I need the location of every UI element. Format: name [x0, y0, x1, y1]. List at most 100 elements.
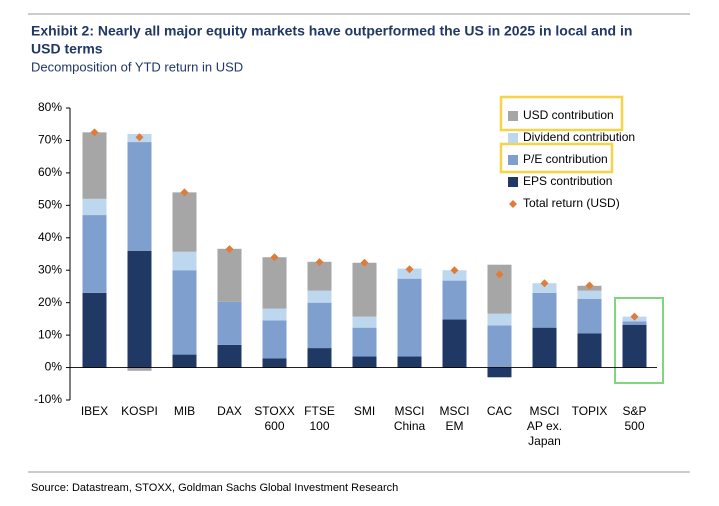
bar-segment: [397, 356, 422, 368]
bar-segment: [127, 367, 152, 371]
source-note: Source: Datastream, STOXX, Goldman Sachs…: [31, 482, 398, 494]
x-tick-label-line: KOSPI: [121, 404, 158, 418]
bar-segment: [82, 215, 107, 293]
bar-segment: [217, 301, 242, 345]
bar-segment: [487, 367, 512, 378]
total-marker: [225, 245, 234, 254]
bar-segment: [307, 261, 332, 291]
bar-segment: [172, 270, 197, 355]
legend-label: EPS contribution: [523, 174, 612, 188]
bar-segment: [442, 319, 467, 368]
bar-segment: [127, 250, 152, 368]
bar-segment: [307, 290, 332, 303]
x-tick-label-line: Japan: [528, 434, 561, 448]
bar-segment: [172, 192, 197, 252]
legend-label: P/E contribution: [523, 152, 608, 166]
y-tick-label: 60%: [38, 165, 62, 179]
x-tick-label-line: MSCI: [395, 404, 425, 418]
x-tick-label-line: SMI: [354, 404, 375, 418]
bar-segment: [532, 292, 557, 328]
legend-label: Dividend contribution: [523, 130, 635, 144]
x-tick-label-line: CAC: [487, 404, 513, 418]
bar-segment: [352, 262, 377, 317]
bar-segment: [352, 316, 377, 328]
bar-segment: [262, 320, 287, 359]
x-tick-label-line: MIB: [174, 404, 195, 418]
x-tick-label: MIB: [174, 404, 195, 418]
x-tick-label-line: TOPIX: [572, 404, 608, 418]
x-tick-label-line: China: [394, 419, 426, 433]
bar-segment: [172, 251, 197, 271]
x-tick-label: CAC: [487, 404, 513, 418]
highlight-box: [614, 297, 664, 384]
total-marker: [90, 128, 99, 137]
bar-segment: [397, 278, 422, 357]
total-marker: [360, 258, 369, 267]
legend-swatch: [509, 200, 517, 208]
bar-segment: [262, 308, 287, 321]
x-tick-label-line: STOXX: [254, 404, 294, 418]
x-tick-label: MSCI AP ex. Japan: [527, 404, 562, 448]
bar-segment: [577, 290, 602, 299]
bar-segment: [307, 348, 332, 368]
bar-segment: [622, 324, 647, 368]
x-tick-label-line: FTSE: [304, 404, 335, 418]
bar-segment: [487, 313, 512, 326]
x-tick-label-line: DAX: [217, 404, 242, 418]
highlight-box: [499, 142, 614, 174]
x-tick-label: KOSPI: [121, 404, 158, 418]
legend-swatch: [508, 177, 518, 187]
legend-label: USD contribution: [523, 108, 614, 122]
bar-segment: [217, 344, 242, 368]
x-tick-label-line: EM: [446, 419, 464, 433]
bar-segment: [577, 333, 602, 368]
y-tick-label: 50%: [38, 198, 62, 212]
chart-title: USD terms: [31, 41, 103, 57]
total-marker: [585, 281, 594, 290]
x-tick-label-line: S&P: [622, 404, 646, 418]
bar-segment: [532, 283, 557, 293]
x-tick-label-line: 500: [624, 419, 644, 433]
bar-segment: [172, 354, 197, 368]
bar-segment: [397, 268, 422, 279]
bar-segment: [262, 358, 287, 368]
total-marker: [495, 270, 504, 279]
bar-segment: [577, 298, 602, 334]
total-marker: [180, 188, 189, 197]
y-tick-label: 0%: [45, 360, 63, 374]
bar-segment: [622, 321, 647, 325]
bar-segment: [307, 302, 332, 349]
bar-segment: [442, 270, 467, 281]
x-tick-label: MSCI China: [394, 404, 426, 433]
x-tick-label-line: 600: [264, 419, 284, 433]
total-marker: [630, 312, 639, 321]
bar-segment: [262, 257, 287, 309]
bar-segment: [82, 132, 107, 199]
x-tick-label: IBEX: [81, 404, 108, 418]
x-tick-label-line: 100: [309, 419, 329, 433]
chart-title: Exhibit 2: Nearly all major equity marke…: [31, 23, 632, 39]
legend-swatch: [508, 111, 518, 121]
x-tick-label: DAX: [217, 404, 242, 418]
y-tick-label: 40%: [38, 230, 62, 244]
x-tick-label-line: MSCI: [440, 404, 470, 418]
chart-subtitle: Decomposition of YTD return in USD: [31, 59, 243, 74]
x-tick-label-line: MSCI: [530, 404, 560, 418]
legend-swatch: [508, 155, 518, 165]
x-tick-label: SMI: [354, 404, 375, 418]
y-tick-label: 10%: [38, 327, 62, 341]
legend-label: Total return (USD): [523, 196, 620, 210]
x-tick-label-line: AP ex.: [527, 419, 562, 433]
total-marker: [540, 279, 549, 288]
bar-segment: [487, 325, 512, 368]
bar-segment: [82, 198, 107, 216]
bar-segment: [127, 142, 152, 251]
y-tick-label: 80%: [38, 100, 62, 114]
total-marker: [450, 266, 459, 275]
highlight-box: [499, 95, 624, 132]
x-tick-label: TOPIX: [572, 404, 608, 418]
y-tick-label: 20%: [38, 295, 62, 309]
y-tick-label: -10%: [34, 392, 62, 406]
x-tick-label: STOXX 600: [254, 404, 294, 433]
